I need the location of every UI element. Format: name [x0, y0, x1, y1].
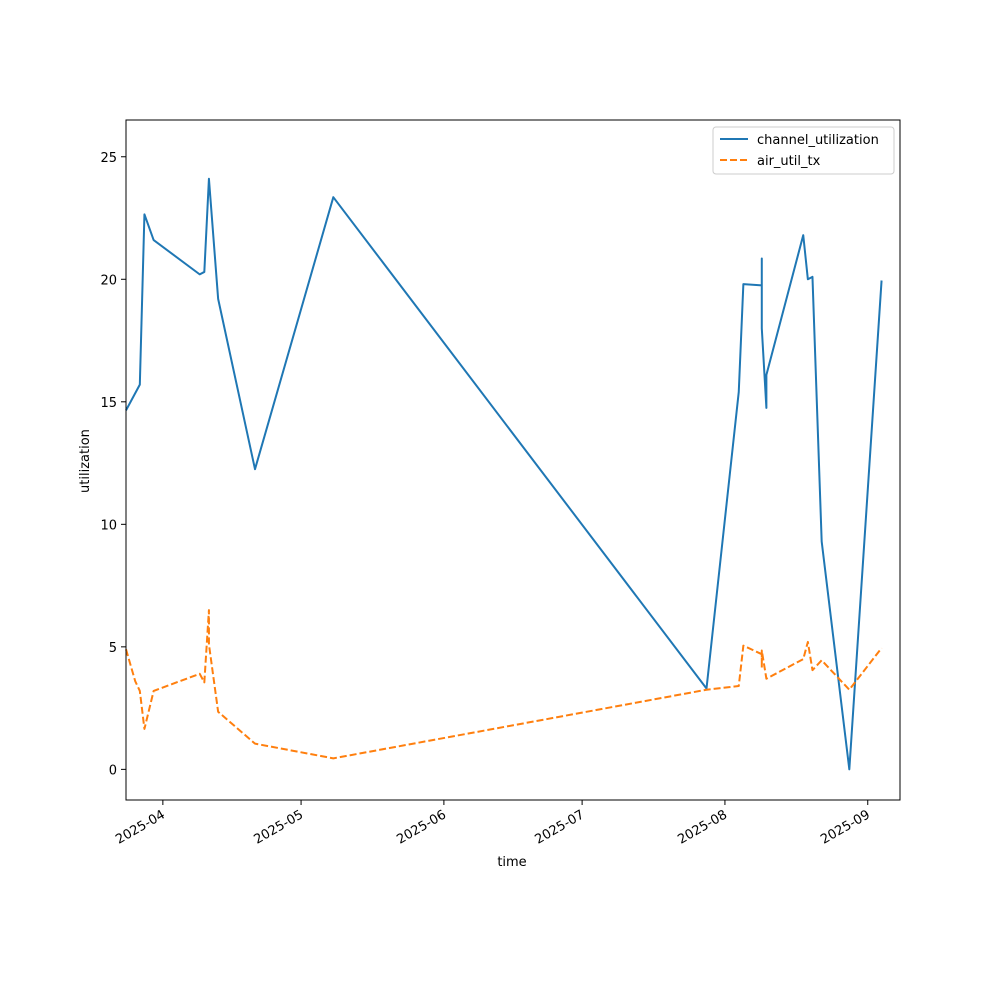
x-tick-label: 2025-05: [252, 807, 307, 847]
y-tick-label: 20: [100, 273, 117, 288]
plot-frame: [125, 119, 901, 801]
x-tick-label: 2025-04: [113, 807, 168, 847]
y-tick-label: 25: [100, 151, 117, 166]
plot-background: [126, 120, 900, 800]
x-axis-title: time: [497, 855, 526, 870]
y-axis-title: utilization: [78, 429, 93, 493]
y-tick-label: 15: [100, 396, 117, 411]
x-tick-label: 2025-07: [533, 807, 588, 847]
legend-label-channel-utilization: channel_utilization: [757, 133, 879, 148]
y-tick-label: 5: [109, 641, 117, 656]
x-tick-label: 2025-09: [818, 807, 873, 847]
x-tick-label: 2025-08: [675, 807, 730, 847]
y-axis: 0 5 10 15 20 25: [100, 151, 126, 778]
series-line-channel-utilization: [125, 177, 883, 771]
legend-box: [712, 126, 895, 175]
y-tick-label: 0: [109, 763, 117, 778]
legend: channel_utilization air_util_tx: [712, 126, 895, 175]
y-tick-label: 10: [100, 518, 117, 533]
x-tick-label: 2025-06: [394, 807, 449, 847]
series-line-air-util-tx: [125, 609, 883, 760]
legend-label-air-util-tx: air_util_tx: [757, 154, 821, 169]
series-layer: [125, 177, 883, 771]
x-axis: 2025-04 2025-05 2025-06 2025-07 2025-08 2025-…: [113, 800, 873, 848]
